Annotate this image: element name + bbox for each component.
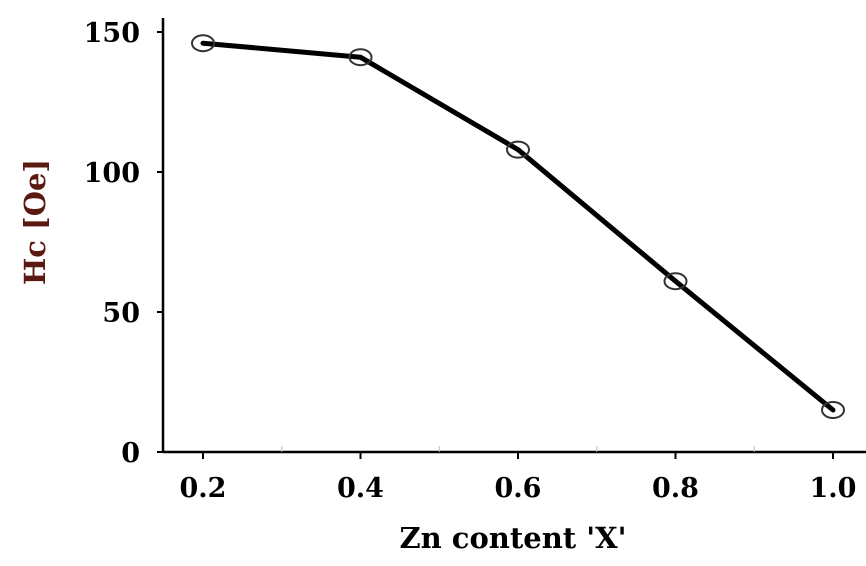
series-line xyxy=(200,40,836,413)
x-tick-label: 0.4 xyxy=(337,473,384,504)
y-tick-label: 0 xyxy=(121,438,140,469)
ticks-layer: 0 50 100 150 0.2 0.4 0.6 0.8 1.0 xyxy=(84,18,857,504)
data-point xyxy=(191,34,215,53)
series-layer xyxy=(191,34,845,419)
data-point xyxy=(506,140,530,159)
x-axis-title: Zn content 'X' xyxy=(399,521,626,555)
x-tick-label: 0.8 xyxy=(652,473,699,504)
y-tick-label: 100 xyxy=(84,158,140,189)
y-tick-label: 150 xyxy=(84,18,140,49)
data-point xyxy=(663,272,688,291)
x-tick-label: 0.2 xyxy=(180,473,227,504)
y-tick-label: 50 xyxy=(102,298,140,329)
x-tick-label: 0.6 xyxy=(495,473,542,504)
data-point xyxy=(348,48,373,67)
y-axis-title: Hc [Oe] xyxy=(18,159,52,285)
data-point xyxy=(821,401,845,419)
x-tick-label: 1.0 xyxy=(810,473,857,504)
